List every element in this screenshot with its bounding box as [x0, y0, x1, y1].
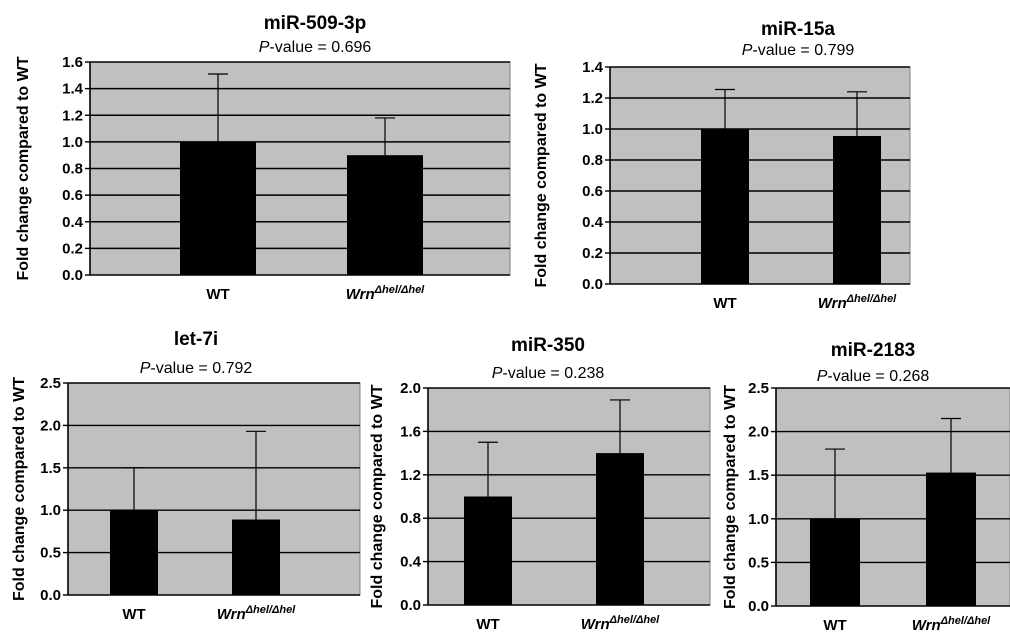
y-tick-label: 0.0	[400, 597, 421, 614]
y-tick-label: 1.5	[748, 467, 769, 484]
bar	[926, 472, 976, 606]
chart-title: miR-15a	[761, 19, 835, 40]
y-tick-label: 1.5	[40, 460, 61, 477]
bar	[180, 141, 256, 275]
y-tick-label: 1.6	[62, 54, 83, 71]
y-tick-label: 2.0	[400, 380, 421, 397]
bar	[347, 155, 423, 275]
y-axis-label: Fold change compared to WT	[15, 56, 32, 280]
p-value-label: P-value = 0.696	[259, 39, 372, 56]
y-tick-label: 1.0	[40, 502, 61, 519]
y-tick-label: 2.0	[748, 424, 769, 441]
x-tick-label: WT	[122, 606, 145, 623]
y-tick-label: 1.2	[400, 467, 421, 484]
y-tick-label: 2.5	[40, 375, 61, 392]
y-tick-label: 1.0	[582, 121, 603, 138]
y-tick-label: 1.0	[748, 511, 769, 528]
chart-title: miR-2183	[831, 340, 916, 361]
bar	[810, 518, 860, 606]
y-tick-label: 0.0	[62, 267, 83, 284]
y-tick-label: 1.4	[62, 81, 84, 98]
y-tick-label: 0.2	[62, 240, 83, 257]
p-value-label: P-value = 0.799	[742, 42, 855, 59]
y-tick-label: 0.5	[748, 554, 769, 571]
y-axis-label: Fold change compared to WT	[11, 377, 28, 601]
y-axis-label: Fold change compared to WT	[369, 384, 386, 608]
x-tick-label: WrnΔhel/Δhel	[818, 293, 897, 312]
bar	[110, 510, 158, 595]
y-tick-label: 0.2	[582, 245, 603, 262]
y-axis-label: Fold change compared to WT	[533, 63, 550, 287]
chart-panel-3: 0.0 0.5 1.0 1.5 2.0 2.5 WT WrnΔhel/Δhel let-7i P-…	[11, 329, 361, 623]
y-tick-label: 0.8	[582, 152, 603, 169]
x-tick-label: WrnΔhel/Δhel	[581, 614, 660, 633]
bar	[232, 519, 280, 595]
chart-title: miR-509-3p	[264, 13, 366, 34]
bar	[833, 135, 881, 284]
chart-panel-1: 0.0 0.2 0.4 0.6 0.8 1.0 1.2 1.4 1.6 WT WrnΔhel/Δhe…	[15, 13, 511, 303]
y-tick-label: 0.0	[582, 276, 603, 293]
y-tick-label: 0.8	[62, 161, 83, 178]
chart-panel-5: 0.0 0.5 1.0 1.5 2.0 2.5 WT WrnΔhel/Δhel miR-2183…	[722, 340, 1010, 633]
y-tick-label: 0.6	[582, 183, 603, 200]
y-tick-label: 1.6	[400, 423, 421, 440]
y-tick-label: 0.4	[400, 554, 422, 571]
y-tick-label: 0.6	[62, 187, 83, 204]
chart-panel-2: 0.0 0.2 0.4 0.6 0.8 1.0 1.2 1.4 WT WrnΔhel/Δhel mi…	[533, 19, 911, 312]
x-tick-label: WT	[713, 295, 736, 312]
y-tick-label: 1.2	[62, 107, 83, 124]
x-tick-label: WrnΔhel/Δhel	[912, 615, 991, 633]
p-value-label: P-value = 0.792	[140, 360, 253, 377]
x-tick-label: WrnΔhel/Δhel	[346, 284, 425, 303]
chart-panel-4: 0.0 0.4 0.8 1.2 1.6 2.0 WT WrnΔhel/Δhel miR-350 P…	[369, 335, 711, 633]
y-tick-label: 0.8	[400, 510, 421, 527]
y-tick-label: 0.4	[62, 214, 84, 231]
y-tick-label: 0.5	[40, 545, 61, 562]
y-tick-label: 1.2	[582, 90, 603, 107]
x-tick-label: WrnΔhel/Δhel	[217, 604, 296, 623]
p-value-label: P-value = 0.238	[492, 365, 605, 382]
chart-title: let-7i	[174, 329, 218, 350]
x-tick-label: WT	[476, 616, 499, 633]
y-tick-label: 0.0	[40, 587, 61, 604]
bar	[464, 496, 512, 605]
y-tick-label: 0.0	[748, 598, 769, 615]
chart-title: miR-350	[511, 335, 585, 356]
x-tick-label: WT	[206, 286, 229, 303]
y-tick-label: 2.0	[40, 417, 61, 434]
p-value-label: P-value = 0.268	[817, 368, 930, 385]
y-tick-label: 0.4	[582, 214, 604, 231]
y-tick-label: 2.5	[748, 380, 769, 397]
y-tick-label: 1.4	[582, 59, 604, 76]
y-tick-label: 1.0	[62, 134, 83, 151]
bar	[596, 453, 644, 605]
y-axis-label: Fold change compared to WT	[722, 385, 739, 609]
x-tick-label: WT	[823, 617, 846, 633]
bar	[701, 129, 749, 284]
